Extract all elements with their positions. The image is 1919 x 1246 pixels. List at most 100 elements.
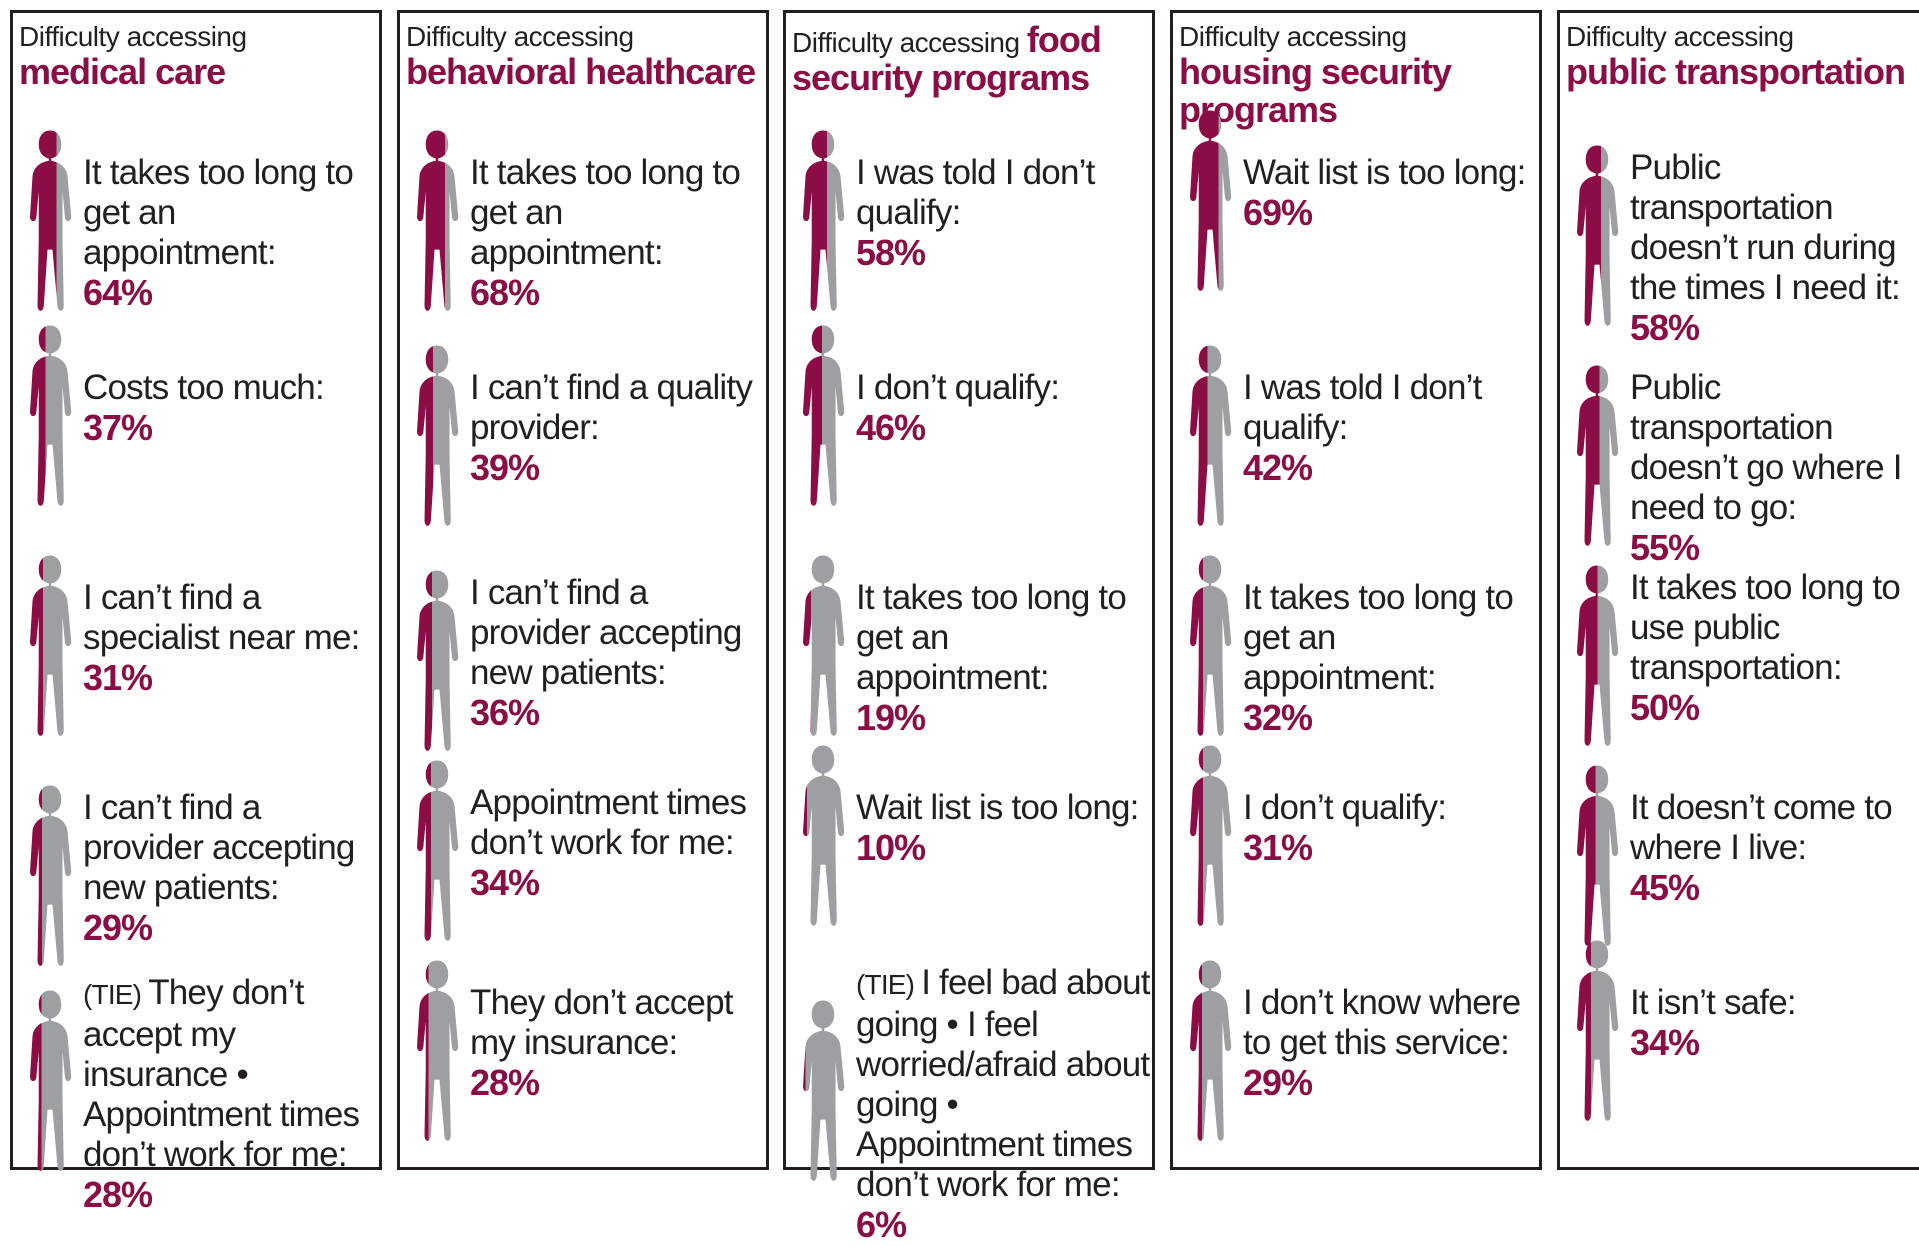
panel-heading: Difficulty accessing medical care bbox=[19, 21, 371, 111]
panel-heading: Difficulty accessing behavioral healthcar… bbox=[406, 21, 758, 111]
item-text: I was told I don’t qualify: 42% bbox=[1243, 368, 1537, 489]
item-percentage: 42% bbox=[1243, 447, 1313, 488]
person-silhouette-icon bbox=[1190, 110, 1232, 291]
person-silhouette-icon bbox=[1190, 345, 1232, 526]
item-text: I can’t find a provider accepting new pa… bbox=[470, 573, 764, 734]
heading-prefix: Difficulty accessing bbox=[1179, 21, 1407, 52]
item-label: It takes too long to use public transpor… bbox=[1630, 568, 1901, 687]
heading-prefix: Difficulty accessing bbox=[19, 21, 247, 52]
item-percentage: 34% bbox=[1630, 1022, 1700, 1063]
item-percentage: 19% bbox=[856, 697, 926, 738]
item-label: It isn’t safe: bbox=[1630, 983, 1797, 1022]
item-text: Costs too much: 37% bbox=[83, 368, 377, 449]
item-label: I don’t qualify: bbox=[856, 368, 1060, 407]
figure-wrapper bbox=[1572, 563, 1632, 753]
item-percentage: 32% bbox=[1243, 697, 1313, 738]
person-silhouette-icon bbox=[30, 555, 72, 736]
panel-housing-security-programs: Difficulty accessing housing security pr… bbox=[1170, 10, 1542, 1170]
item-text: It isn’t safe: 34% bbox=[1630, 983, 1919, 1064]
person-silhouette-icon bbox=[803, 745, 845, 926]
item-text: I can’t find a provider accepting new pa… bbox=[83, 788, 377, 949]
figure-wrapper bbox=[25, 128, 85, 318]
item-label: Public transportation doesn’t go where I… bbox=[1630, 368, 1902, 527]
person-silhouette-icon bbox=[30, 785, 72, 966]
item-percentage: 6% bbox=[856, 1204, 907, 1245]
tie-marker: (TIE) bbox=[83, 979, 149, 1010]
item-text: It takes too long to get an appointment:… bbox=[856, 578, 1150, 739]
tie-marker: (TIE) bbox=[856, 969, 922, 1000]
item-percentage: 10% bbox=[856, 827, 926, 868]
person-silhouette-icon bbox=[803, 130, 845, 311]
item-text: Appointment times don’t work for me: 34% bbox=[470, 783, 764, 904]
item-text: It takes too long to get an appointment:… bbox=[470, 153, 764, 314]
person-silhouette-icon bbox=[1577, 365, 1619, 546]
item-label: Appointment times don’t work for me: bbox=[470, 783, 747, 862]
item-label: Public transportation doesn’t run during… bbox=[1630, 148, 1901, 307]
item-text: I don’t qualify: 46% bbox=[856, 368, 1150, 449]
item-text: Wait list is too long: 69% bbox=[1243, 153, 1537, 234]
item-label: It takes too long to get an appointment: bbox=[856, 578, 1127, 697]
item-text: (TIE) I feel bad about going • I feel wo… bbox=[856, 963, 1151, 1246]
person-silhouette-icon bbox=[803, 555, 845, 736]
item-percentage: 50% bbox=[1630, 687, 1700, 728]
figure-wrapper bbox=[25, 783, 85, 973]
figure-wrapper bbox=[412, 343, 472, 533]
heading-prefix: Difficulty accessing bbox=[1566, 21, 1794, 52]
figure-wrapper bbox=[1185, 743, 1245, 933]
figure-wrapper bbox=[25, 553, 85, 743]
person-silhouette-icon bbox=[417, 760, 459, 941]
item-percentage: 39% bbox=[470, 447, 540, 488]
item-label: I was told I don’t qualify: bbox=[1243, 368, 1482, 447]
item-percentage: 58% bbox=[1630, 307, 1700, 348]
panel-heading: Difficulty accessing food security progr… bbox=[792, 21, 1144, 111]
heading-topic: housing security programs bbox=[1179, 51, 1452, 130]
panel-food-security-programs: Difficulty accessing food security progr… bbox=[783, 10, 1155, 1245]
figure-wrapper bbox=[1572, 938, 1632, 1128]
heading-topic: public transportation bbox=[1566, 51, 1906, 92]
figure-wrapper bbox=[25, 988, 85, 1178]
figure-wrapper bbox=[798, 128, 858, 318]
item-text: (TIE) They don’t accept my insurance • A… bbox=[83, 973, 377, 1216]
item-label: Wait list is too long: bbox=[856, 788, 1139, 827]
item-label: I can’t find a provider accepting new pa… bbox=[470, 573, 742, 692]
person-silhouette-icon bbox=[803, 325, 845, 506]
item-label: Wait list is too long: bbox=[1243, 153, 1526, 192]
item-label: I can’t find a provider accepting new pa… bbox=[83, 788, 355, 907]
figure-wrapper bbox=[412, 958, 472, 1148]
item-percentage: 64% bbox=[83, 272, 153, 313]
figure-wrapper bbox=[25, 323, 85, 513]
item-text: Wait list is too long: 10% bbox=[856, 788, 1150, 869]
item-label: Costs too much: bbox=[83, 368, 325, 407]
item-percentage: 29% bbox=[83, 907, 153, 948]
figure-wrapper bbox=[412, 758, 472, 948]
item-label: It takes too long to get an appointment: bbox=[470, 153, 741, 272]
item-percentage: 58% bbox=[856, 232, 926, 273]
heading-prefix: Difficulty accessing bbox=[406, 21, 634, 52]
item-text: Public transportation doesn’t go where I… bbox=[1630, 368, 1919, 569]
item-label: They don’t accept my insurance: bbox=[470, 983, 733, 1062]
item-label: I don’t know where to get this service: bbox=[1243, 983, 1521, 1062]
figure-wrapper bbox=[1572, 763, 1632, 953]
person-silhouette-icon bbox=[1577, 565, 1619, 746]
heading-topic: behavioral healthcare bbox=[406, 51, 756, 92]
item-label: It doesn’t come to where I live: bbox=[1630, 788, 1893, 867]
item-label: It takes too long to get an appointment: bbox=[83, 153, 354, 272]
item-label: I don’t qualify: bbox=[1243, 788, 1447, 827]
person-silhouette-icon bbox=[1577, 765, 1619, 946]
item-percentage: 37% bbox=[83, 407, 153, 448]
item-percentage: 34% bbox=[470, 862, 540, 903]
item-percentage: 31% bbox=[1243, 827, 1313, 868]
item-percentage: 36% bbox=[470, 692, 540, 733]
panel-medical-care: Difficulty accessing medical care It takes… bbox=[10, 10, 382, 1215]
item-percentage: 68% bbox=[470, 272, 540, 313]
panel-public-transportation: Difficulty accessing public transportatio… bbox=[1557, 10, 1919, 1170]
person-silhouette-icon bbox=[803, 1000, 845, 1181]
figure-wrapper bbox=[1572, 363, 1632, 553]
person-silhouette-icon bbox=[30, 130, 72, 311]
figure-wrapper bbox=[1185, 108, 1245, 298]
item-text: Public transportation doesn’t run during… bbox=[1630, 148, 1919, 349]
item-text: I can’t find a quality provider: 39% bbox=[470, 368, 764, 489]
heading-topic: food security programs bbox=[792, 19, 1102, 98]
panel-heading: Difficulty accessing housing security pr… bbox=[1179, 21, 1531, 129]
figure-wrapper bbox=[1185, 553, 1245, 743]
